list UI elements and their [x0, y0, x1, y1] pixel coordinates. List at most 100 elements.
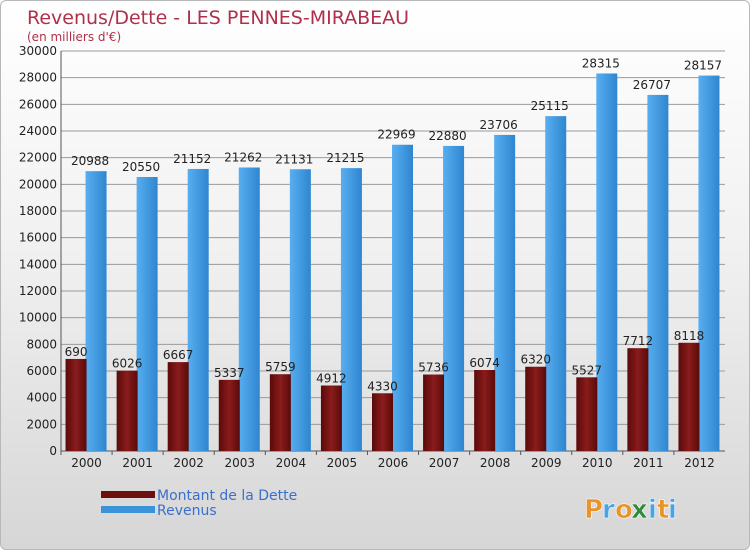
legend-swatch-revenus	[101, 506, 155, 513]
bar-dette	[474, 370, 496, 451]
bar-dette	[116, 370, 138, 451]
x-tick-label: 2012	[684, 456, 715, 470]
y-tick-label: 0	[49, 444, 57, 458]
data-label-revenus: 28157	[684, 59, 722, 73]
y-tick-label: 14000	[19, 257, 57, 271]
data-label-revenus: 22969	[377, 128, 415, 142]
y-tick-label: 12000	[19, 284, 57, 298]
logo-letter: t	[657, 495, 669, 525]
bar-dette	[678, 342, 700, 451]
data-label-revenus: 21152	[173, 152, 211, 166]
bar-revenus	[85, 171, 107, 451]
bar-dette	[576, 377, 598, 451]
bar-revenus	[647, 94, 669, 451]
logo-letter: P	[584, 495, 603, 525]
y-tick-label: 26000	[19, 97, 57, 111]
logo-letter: i	[668, 495, 677, 525]
data-label-revenus: 25115	[531, 99, 569, 113]
bar-dette	[65, 358, 87, 451]
data-label-dette: 5759	[265, 360, 296, 374]
data-label-revenus: 20550	[122, 160, 160, 174]
x-tick-label: 2003	[224, 456, 255, 470]
bar-layer	[65, 73, 720, 452]
x-tick-label: 2010	[582, 456, 613, 470]
legend-label-revenus: Revenus	[157, 503, 217, 519]
bar-revenus	[340, 168, 362, 451]
data-label-revenus: 21262	[224, 151, 262, 165]
bar-revenus	[494, 134, 516, 452]
x-tick-label: 2005	[327, 456, 358, 470]
data-label-dette: 4912	[316, 372, 347, 386]
data-label-dette: 5527	[572, 363, 603, 377]
y-tick-label: 2000	[26, 417, 57, 431]
bar-revenus	[596, 73, 618, 451]
legend-label-dette: Montant de la Dette	[157, 488, 297, 504]
legend: Montant de la Dette Revenus	[101, 488, 297, 519]
bar-dette	[167, 362, 189, 451]
bar-dette	[372, 393, 393, 451]
logo-letter: o	[615, 495, 633, 525]
data-label-dette: 6074	[469, 356, 500, 370]
data-label-revenus: 26707	[633, 78, 671, 92]
bar-dette	[269, 374, 291, 451]
data-label-dette: 6026	[112, 357, 143, 371]
legend-swatch-dette	[101, 491, 155, 498]
y-tick-label: 10000	[19, 311, 57, 325]
data-label-revenus: 21131	[275, 152, 313, 166]
y-tick-label: 8000	[26, 337, 57, 351]
bar-dette	[627, 348, 649, 451]
x-tick-label: 2000	[71, 456, 102, 470]
y-tick-label: 20000	[19, 177, 57, 191]
bar-revenus	[698, 75, 720, 451]
data-label-dette: 690	[65, 345, 88, 359]
data-label-dette: 5337	[214, 366, 245, 380]
label-layer: 20988 690 20550 6026 21152 6667 21262 5337 21131…	[65, 56, 722, 393]
y-tick-label: 18000	[19, 204, 57, 218]
bar-dette	[320, 385, 342, 451]
bar-dette	[423, 374, 445, 451]
data-label-revenus: 28315	[582, 56, 620, 70]
data-label-dette: 5736	[418, 361, 449, 375]
bar-dette	[525, 366, 547, 451]
y-tick-label: 30000	[19, 44, 57, 58]
bar-revenus	[136, 177, 158, 451]
bar-revenus	[545, 116, 567, 451]
x-tick-label: 2002	[173, 456, 204, 470]
bar-revenus	[392, 144, 413, 451]
bar-revenus	[238, 167, 260, 452]
x-tick-label: 2008	[480, 456, 511, 470]
y-tick-label: 4000	[26, 391, 57, 405]
x-tick-label: 2001	[122, 456, 153, 470]
x-tick-label: 2004	[276, 456, 307, 470]
y-tick-label: 22000	[19, 151, 57, 165]
data-label-revenus: 20988	[71, 154, 109, 168]
data-label-revenus: 21215	[326, 151, 364, 165]
chart-title: Revenus/Dette - LES PENNES-MIRABEAU	[27, 7, 409, 29]
logo-letter: i	[648, 495, 657, 525]
data-label-dette: 6667	[163, 348, 194, 362]
y-tick-label: 6000	[26, 364, 57, 378]
data-label-dette: 8118	[674, 329, 705, 343]
data-label-dette: 4330	[367, 379, 398, 393]
y-tick-label: 24000	[19, 124, 57, 138]
bar-revenus	[187, 168, 209, 451]
x-tick-label: 2011	[633, 456, 664, 470]
proxiti-logo: Pr ox i ti	[584, 495, 678, 526]
bar-revenus	[443, 145, 465, 451]
x-tick-label: 2007	[429, 456, 460, 470]
bar-revenus	[289, 169, 311, 451]
y-tick-label: 16000	[19, 231, 57, 245]
x-tick-label: 2009	[531, 456, 562, 470]
x-tick-label: 2006	[378, 456, 409, 470]
logo-letter: x	[631, 495, 648, 525]
data-label-revenus: 23706	[480, 118, 518, 132]
chart-subtitle: (en milliers d'€)	[27, 30, 121, 44]
data-label-dette: 7712	[623, 334, 654, 348]
y-tick-label: 28000	[19, 71, 57, 85]
data-label-dette: 6320	[520, 353, 551, 367]
logo-letter: r	[602, 495, 615, 525]
bar-dette	[218, 379, 240, 451]
data-label-revenus: 22880	[428, 129, 466, 143]
